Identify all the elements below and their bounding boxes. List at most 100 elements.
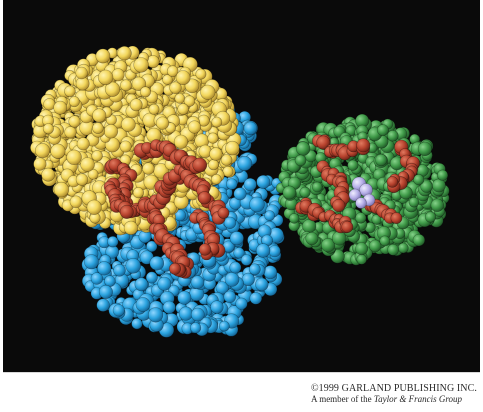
yellow-atom [173, 134, 189, 149]
green-atom [282, 185, 297, 200]
green-atom [288, 213, 300, 224]
red-atom [119, 204, 134, 219]
green-atom [397, 242, 409, 254]
yellow-atom [208, 159, 220, 171]
green-atom [413, 174, 425, 186]
yellow-atom [97, 69, 114, 86]
blue-atom [162, 300, 176, 314]
yellow-atom [209, 147, 223, 161]
yellow-atom [139, 86, 151, 98]
blue-atom [229, 231, 244, 246]
green-atom [347, 159, 359, 171]
blue-atom [268, 245, 281, 258]
yellow-atom [75, 173, 89, 186]
yellow-atom [33, 157, 47, 171]
blue-atom [249, 196, 265, 213]
lavender-atom [348, 188, 362, 202]
red-atom [169, 262, 182, 275]
yellow-atom [142, 162, 155, 175]
green-atom [379, 235, 391, 247]
yellow-atom [103, 124, 119, 139]
green-atom [408, 196, 420, 208]
red-atom [356, 138, 371, 153]
red-atom [197, 191, 212, 205]
yellow-atom [42, 123, 54, 135]
green-atom [368, 239, 382, 253]
blue-atom [223, 216, 237, 230]
green-atom [355, 242, 369, 256]
blue-atom [235, 297, 248, 310]
green-atom [386, 130, 399, 142]
yellow-domain [30, 45, 242, 236]
yellow-atom [162, 74, 173, 85]
yellow-atom [187, 120, 202, 134]
yellow-atom [120, 79, 132, 92]
yellow-atom [225, 140, 240, 156]
green-atom [437, 169, 449, 181]
yellow-atom [69, 195, 83, 209]
publisher-name: Taylor & Francis Group [373, 394, 463, 404]
copyright-credit: ©1999 GARLAND PUBLISHING INC. A member o… [311, 383, 477, 405]
blue-atom [233, 187, 247, 201]
blue-atom [226, 178, 238, 190]
blue-atom [255, 243, 271, 258]
yellow-atom [92, 108, 107, 123]
molecular-model-photo [3, 0, 480, 373]
red-atom [386, 176, 399, 188]
blue-atom [223, 290, 237, 304]
yellow-atom [211, 174, 222, 185]
blue-atom [83, 254, 99, 270]
green-atom [294, 154, 307, 167]
yellow-atom [220, 154, 233, 166]
yellow-atom [53, 181, 70, 198]
blue-atom [125, 257, 141, 274]
green-atom [420, 180, 433, 193]
green-atom [387, 243, 400, 256]
red-atom [332, 198, 346, 213]
green-atom [424, 211, 437, 223]
green-atom [431, 178, 446, 193]
publisher-prefix: A member of the [310, 394, 374, 404]
yellow-atom [120, 117, 136, 132]
yellow-atom [95, 48, 111, 64]
red-atom [192, 157, 208, 173]
yellow-atom [131, 76, 147, 92]
yellow-atom [133, 57, 149, 73]
blue-atom [248, 263, 261, 276]
blue-atom [145, 271, 158, 284]
yellow-atom [80, 157, 95, 172]
yellow-atom [174, 93, 186, 104]
green-atom [295, 141, 311, 156]
green-atom [305, 231, 319, 246]
blue-atom [112, 304, 125, 317]
yellow-atom [53, 100, 68, 115]
green-atom [412, 233, 426, 247]
blue-atom [229, 261, 242, 274]
blue-atom [131, 318, 143, 330]
blue-atom [218, 320, 230, 332]
blue-atom [190, 322, 202, 334]
blue-atom [190, 307, 205, 322]
yellow-atom [87, 168, 99, 180]
blue-atom [149, 255, 165, 271]
blue-atom [240, 254, 253, 266]
yellow-atom [68, 96, 80, 108]
blue-atom [148, 307, 164, 323]
green-atom [376, 124, 389, 137]
lavender-atom [355, 197, 367, 209]
blue-atom [243, 177, 257, 192]
blue-atom [224, 271, 240, 287]
yellow-atom [207, 132, 219, 144]
yellow-atom [64, 85, 76, 98]
yellow-atom [68, 115, 81, 128]
red-atom [198, 243, 212, 256]
green-atom [430, 198, 444, 212]
yellow-atom [41, 167, 56, 182]
yellow-atom [50, 143, 66, 159]
red-atom [390, 212, 403, 224]
publisher-line: A member of the Taylor & Francis Group [311, 394, 477, 405]
blue-atom [178, 306, 193, 321]
blue-atom [146, 240, 158, 253]
yellow-atom [148, 103, 160, 115]
blue-atom [177, 290, 192, 305]
